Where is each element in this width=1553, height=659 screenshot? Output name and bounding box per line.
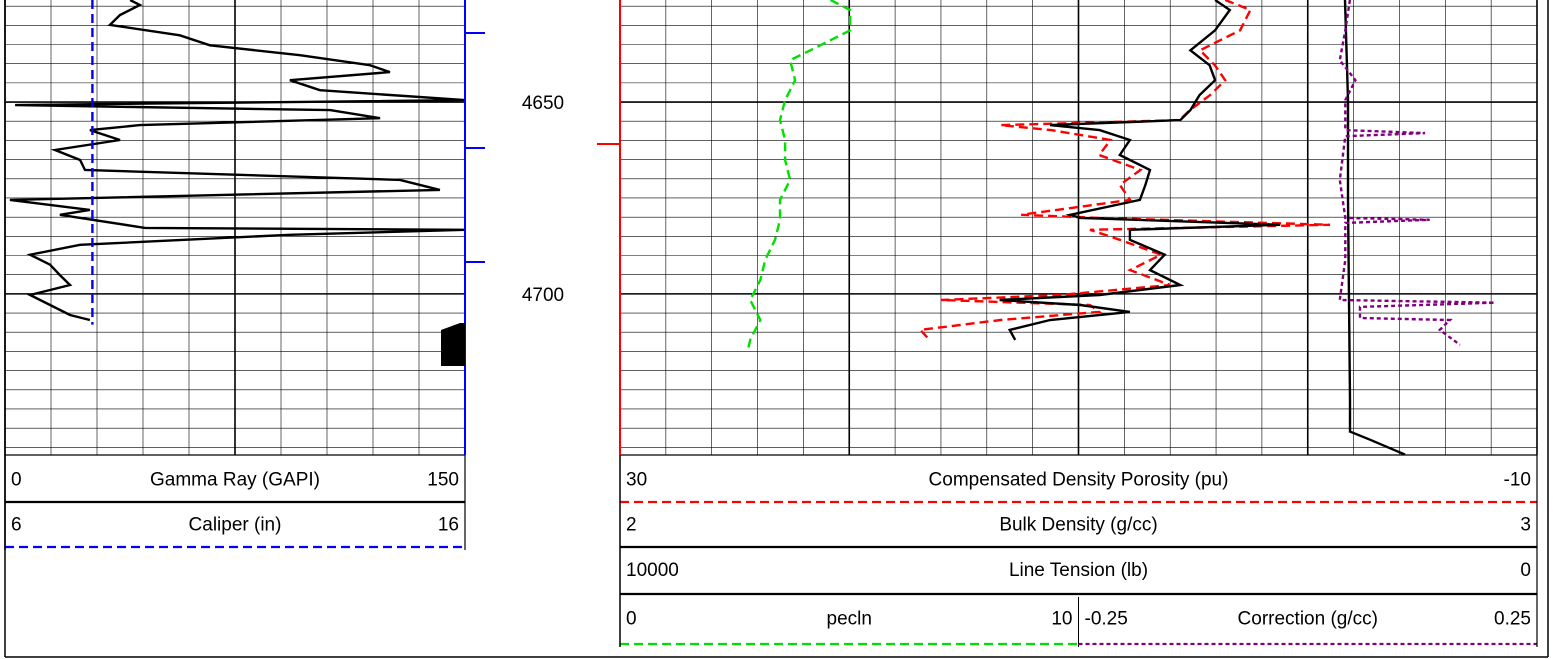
curve <box>9 0 465 322</box>
scale-max: 16 <box>438 514 459 535</box>
legend-label: Caliper (in) <box>189 514 282 535</box>
tick-marker <box>465 32 485 263</box>
scale-min: 10000 <box>626 560 679 581</box>
curve <box>1343 0 1406 455</box>
legend-label: Bulk Density (g/cc) <box>999 514 1157 535</box>
curves <box>9 0 1495 455</box>
scale-min: 0 <box>626 609 637 630</box>
legend-label: pecln <box>827 609 872 630</box>
scale-min: 2 <box>626 514 637 535</box>
scale-max: 0 <box>1520 560 1531 581</box>
curve <box>1338 0 1495 346</box>
scale-max: 0.25 <box>1494 609 1531 630</box>
depth-label: 4650 <box>522 93 564 114</box>
scale-max: 150 <box>427 469 459 490</box>
legend-label: Compensated Density Porosity (pu) <box>929 469 1229 490</box>
scale-min: 6 <box>11 514 22 535</box>
curve <box>917 0 1331 341</box>
scale-min: 30 <box>626 469 647 490</box>
depth-label: 4700 <box>522 285 564 306</box>
curve <box>746 0 852 351</box>
legend-label: Line Tension (lb) <box>1009 560 1148 581</box>
grid <box>4 0 1538 456</box>
legend-label: Correction (g/cc) <box>1238 609 1378 630</box>
scale-max: 3 <box>1520 514 1531 535</box>
scale-min: 0 <box>11 469 22 490</box>
scale-max: 10 <box>1051 609 1072 630</box>
scale-max: -10 <box>1504 469 1531 490</box>
legend-label: Gamma Ray (GAPI) <box>150 469 320 490</box>
fill-marker <box>441 323 465 366</box>
scale-min: -0.25 <box>1085 609 1128 630</box>
curve <box>999 0 1281 341</box>
